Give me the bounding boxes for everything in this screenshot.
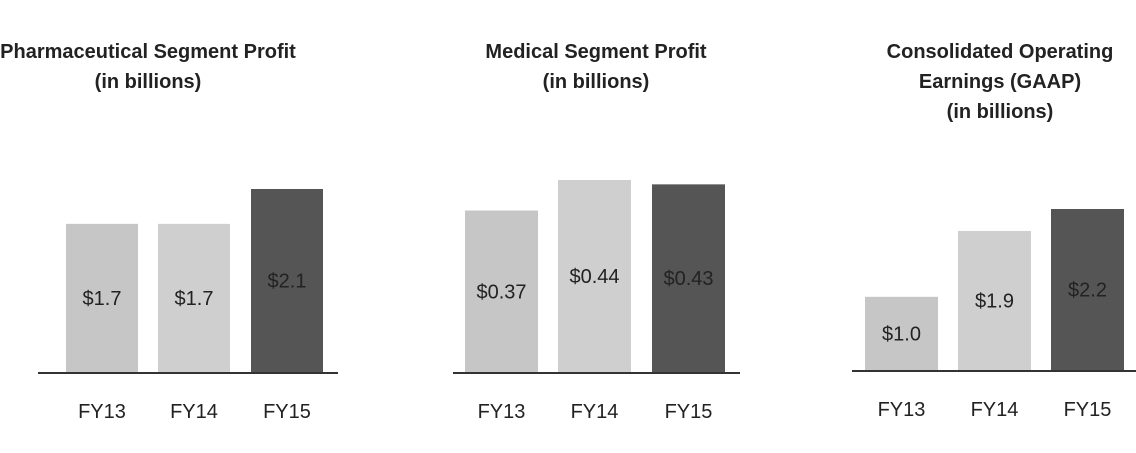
- x-tick-label: FY15: [1064, 399, 1112, 421]
- value-label: $0.37: [476, 281, 526, 303]
- x-tick-label: FY13: [478, 401, 526, 423]
- chart: Medical Segment Profit (in billions) $0.37…: [453, 41, 740, 423]
- x-tick-label: FY14: [971, 399, 1019, 421]
- x-tick-label: FY14: [170, 401, 218, 423]
- bar: [652, 184, 725, 372]
- chart-subtitle: (in billions): [543, 71, 650, 93]
- bar: [1051, 209, 1124, 370]
- value-label: $2.1: [268, 271, 307, 293]
- value-label: $0.44: [569, 266, 619, 288]
- bar: [865, 296, 938, 370]
- bar: [958, 230, 1031, 370]
- x-tick-label: FY15: [263, 401, 311, 423]
- value-label: $1.0: [882, 323, 921, 345]
- bar: [251, 189, 323, 372]
- chart-title: Consolidated Operating: [887, 41, 1114, 63]
- value-label: $1.7: [175, 288, 214, 310]
- value-label: $1.7: [83, 288, 122, 310]
- x-tick-label: FY14: [571, 401, 619, 423]
- x-tick-label: FY15: [665, 401, 713, 423]
- bar: [158, 223, 230, 372]
- chart: Pharmaceutical Segment Profit (in billion…: [0, 41, 338, 423]
- chart-title: Earnings (GAAP): [919, 71, 1081, 93]
- bar: [558, 180, 631, 372]
- chart-title: Medical Segment Profit: [485, 41, 706, 63]
- chart: Consolidated Operating Earnings (GAAP) (in…: [852, 41, 1136, 421]
- chart-subtitle: (in billions): [947, 101, 1054, 123]
- chart-subtitle: (in billions): [95, 71, 202, 93]
- value-label: $0.43: [663, 268, 713, 290]
- value-label: $1.9: [975, 290, 1014, 312]
- bar: [66, 223, 138, 372]
- value-label: $2.2: [1068, 280, 1107, 302]
- x-tick-label: FY13: [78, 401, 126, 423]
- chart-title: Pharmaceutical Segment Profit: [0, 41, 296, 63]
- bar: [465, 210, 538, 372]
- x-tick-label: FY13: [878, 399, 926, 421]
